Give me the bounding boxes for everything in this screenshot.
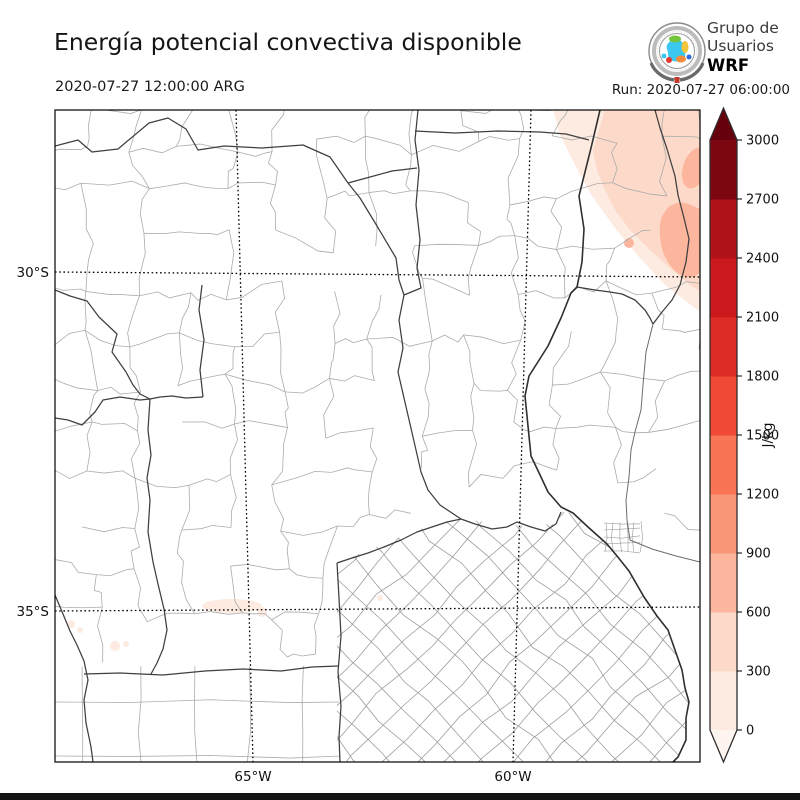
colorbar-tick-label: 2400: [746, 252, 779, 267]
logo-text-line1: Grupo de: [707, 19, 779, 37]
colorbar-tick-label: 1800: [746, 370, 779, 385]
colorbar-tick-label: 1500: [746, 429, 779, 444]
colorbar-tick-label: 1200: [746, 488, 779, 503]
colorbar-tick-label: 300: [746, 665, 771, 680]
colorbar-tick-label: 3000: [746, 134, 779, 149]
colorbar-tick-label: 2100: [746, 311, 779, 326]
axis-labels: 30°S 35°S 65°W 60°W: [17, 265, 532, 785]
lat-label-0: 30°S: [17, 265, 50, 281]
bottom-bar: [0, 793, 800, 800]
cape-shading-layer: [67, 110, 700, 651]
logo-globe-icon: [648, 22, 706, 83]
colorbar-tick-label: 600: [746, 606, 771, 621]
run-time-label: Run: 2020-07-27 06:00:00: [611, 82, 790, 98]
logo-text-line3: WRF: [707, 56, 749, 75]
department-boundaries-layer: [55, 110, 700, 762]
figure-title: Energía potencial convectiva disponible: [54, 28, 522, 56]
colorbar-tick-label: 2700: [746, 193, 779, 208]
colorbar-tick-label: 0: [746, 724, 754, 739]
colorbar-unit-label: J/kg: [760, 423, 776, 449]
map-frame: [54, 109, 701, 763]
logo-text-line2: Usuarios: [707, 37, 774, 55]
valid-time-label: 2020-07-27 12:00:00 ARG: [55, 79, 245, 95]
lat-label-1: 35°S: [17, 604, 50, 620]
lon-label-1: 60°W: [494, 769, 531, 785]
province-boundaries-layer: [55, 110, 700, 762]
wrf-logo: Grupo de Usuarios WRF: [641, 10, 799, 90]
lon-label-0: 65°W: [234, 769, 271, 785]
colorbar-tick-label: 900: [746, 547, 771, 562]
colorbar: 0 300 600 900 1200 1500 1800 2100 2400 2700 3000 J/…: [709, 106, 779, 764]
